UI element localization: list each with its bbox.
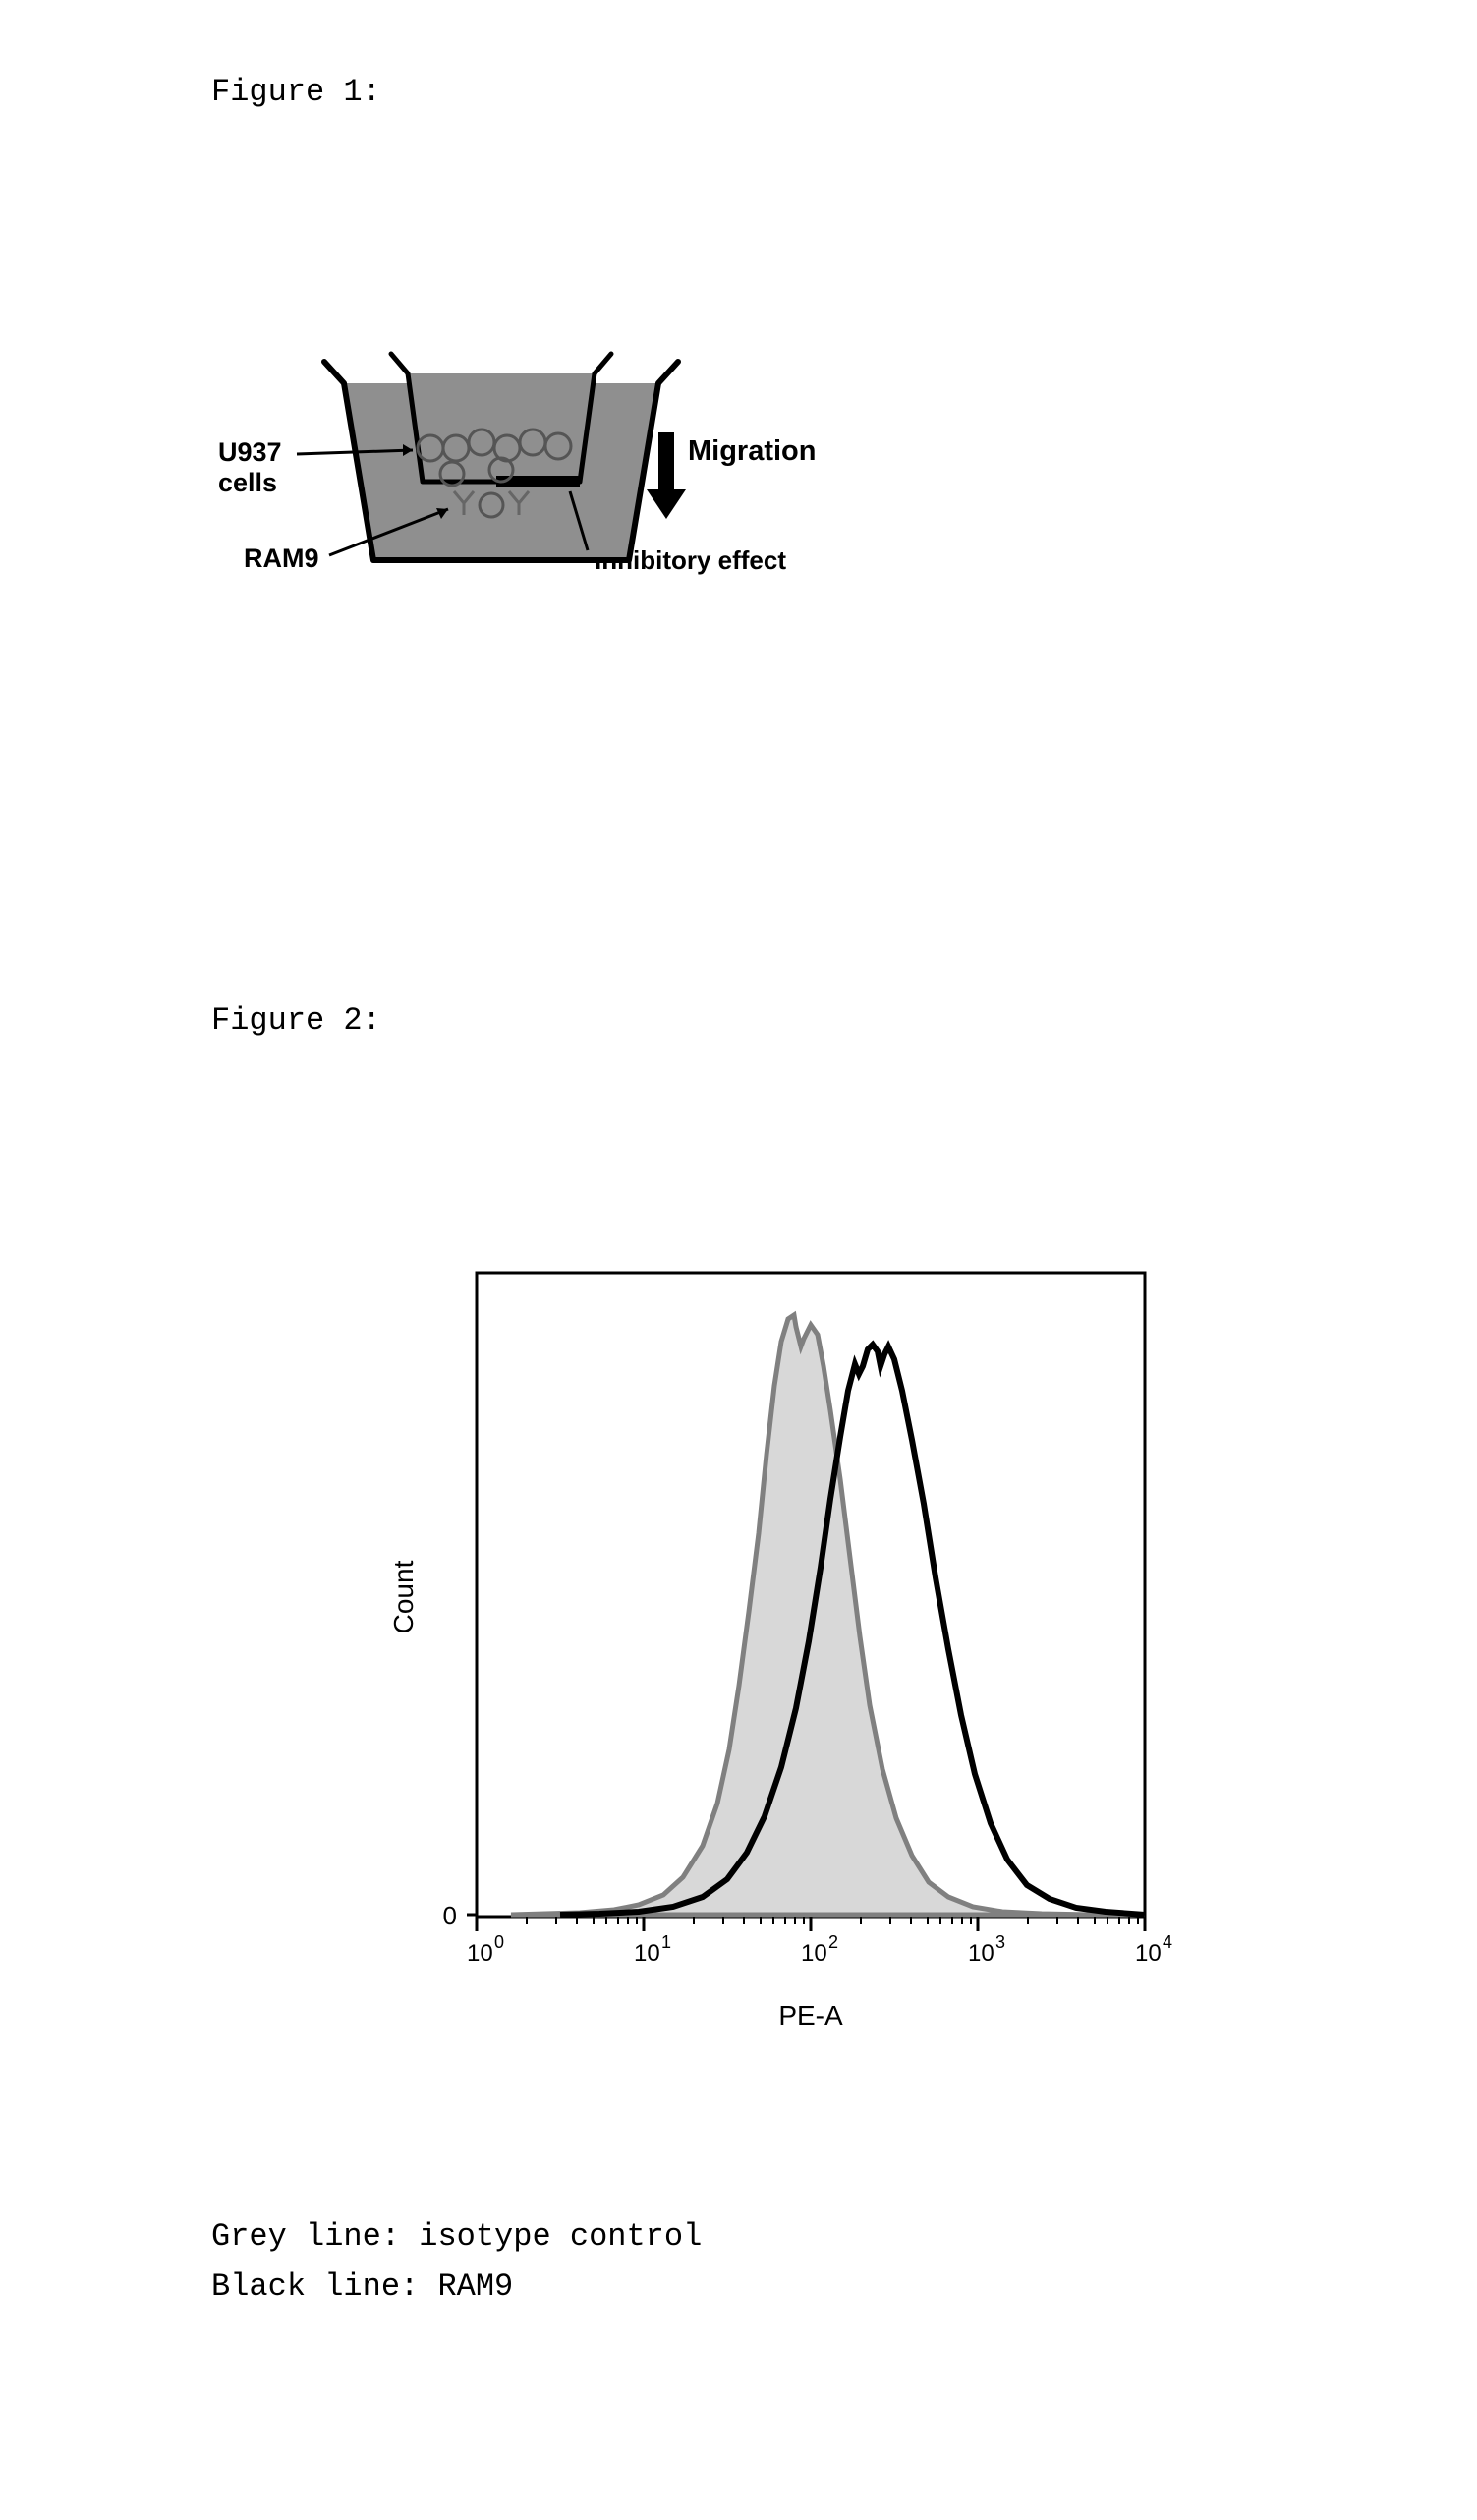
svg-text:3: 3 [995,1932,1005,1952]
svg-text:1: 1 [661,1932,671,1952]
svg-text:10: 10 [634,1940,660,1967]
legend-black-line: Black line: RAM9 [211,2262,702,2312]
svg-text:0: 0 [494,1932,504,1952]
flow-cytometry-histogram: 0 Count 10 0 10 1 [373,1248,1209,2064]
y-axis-label: Count [388,1560,419,1633]
figure2-title: Figure 2: [211,1002,381,1039]
svg-text:10: 10 [467,1940,493,1967]
y-tick-0: 0 [443,1901,457,1930]
svg-text:2: 2 [828,1932,838,1952]
legend-grey-line: Grey line: isotype control [211,2211,702,2262]
svg-text:10: 10 [1135,1940,1162,1967]
svg-text:10: 10 [801,1940,827,1967]
x-axis-ticks: 10 0 10 1 [467,1917,1172,1967]
figure1-title: Figure 1: [211,74,381,110]
svg-text:4: 4 [1163,1932,1172,1952]
figure2-chart-container: 0 Count 10 0 10 1 [373,1248,1209,2064]
transwell-diagram [197,285,884,678]
legend-container: Grey line: isotype control Black line: R… [211,2211,702,2312]
figure1-diagram-container: U937 cells RAM9 Migration Inhibitory eff… [197,285,884,678]
svg-text:10: 10 [968,1940,994,1967]
x-axis-label: PE-A [778,2000,843,2031]
